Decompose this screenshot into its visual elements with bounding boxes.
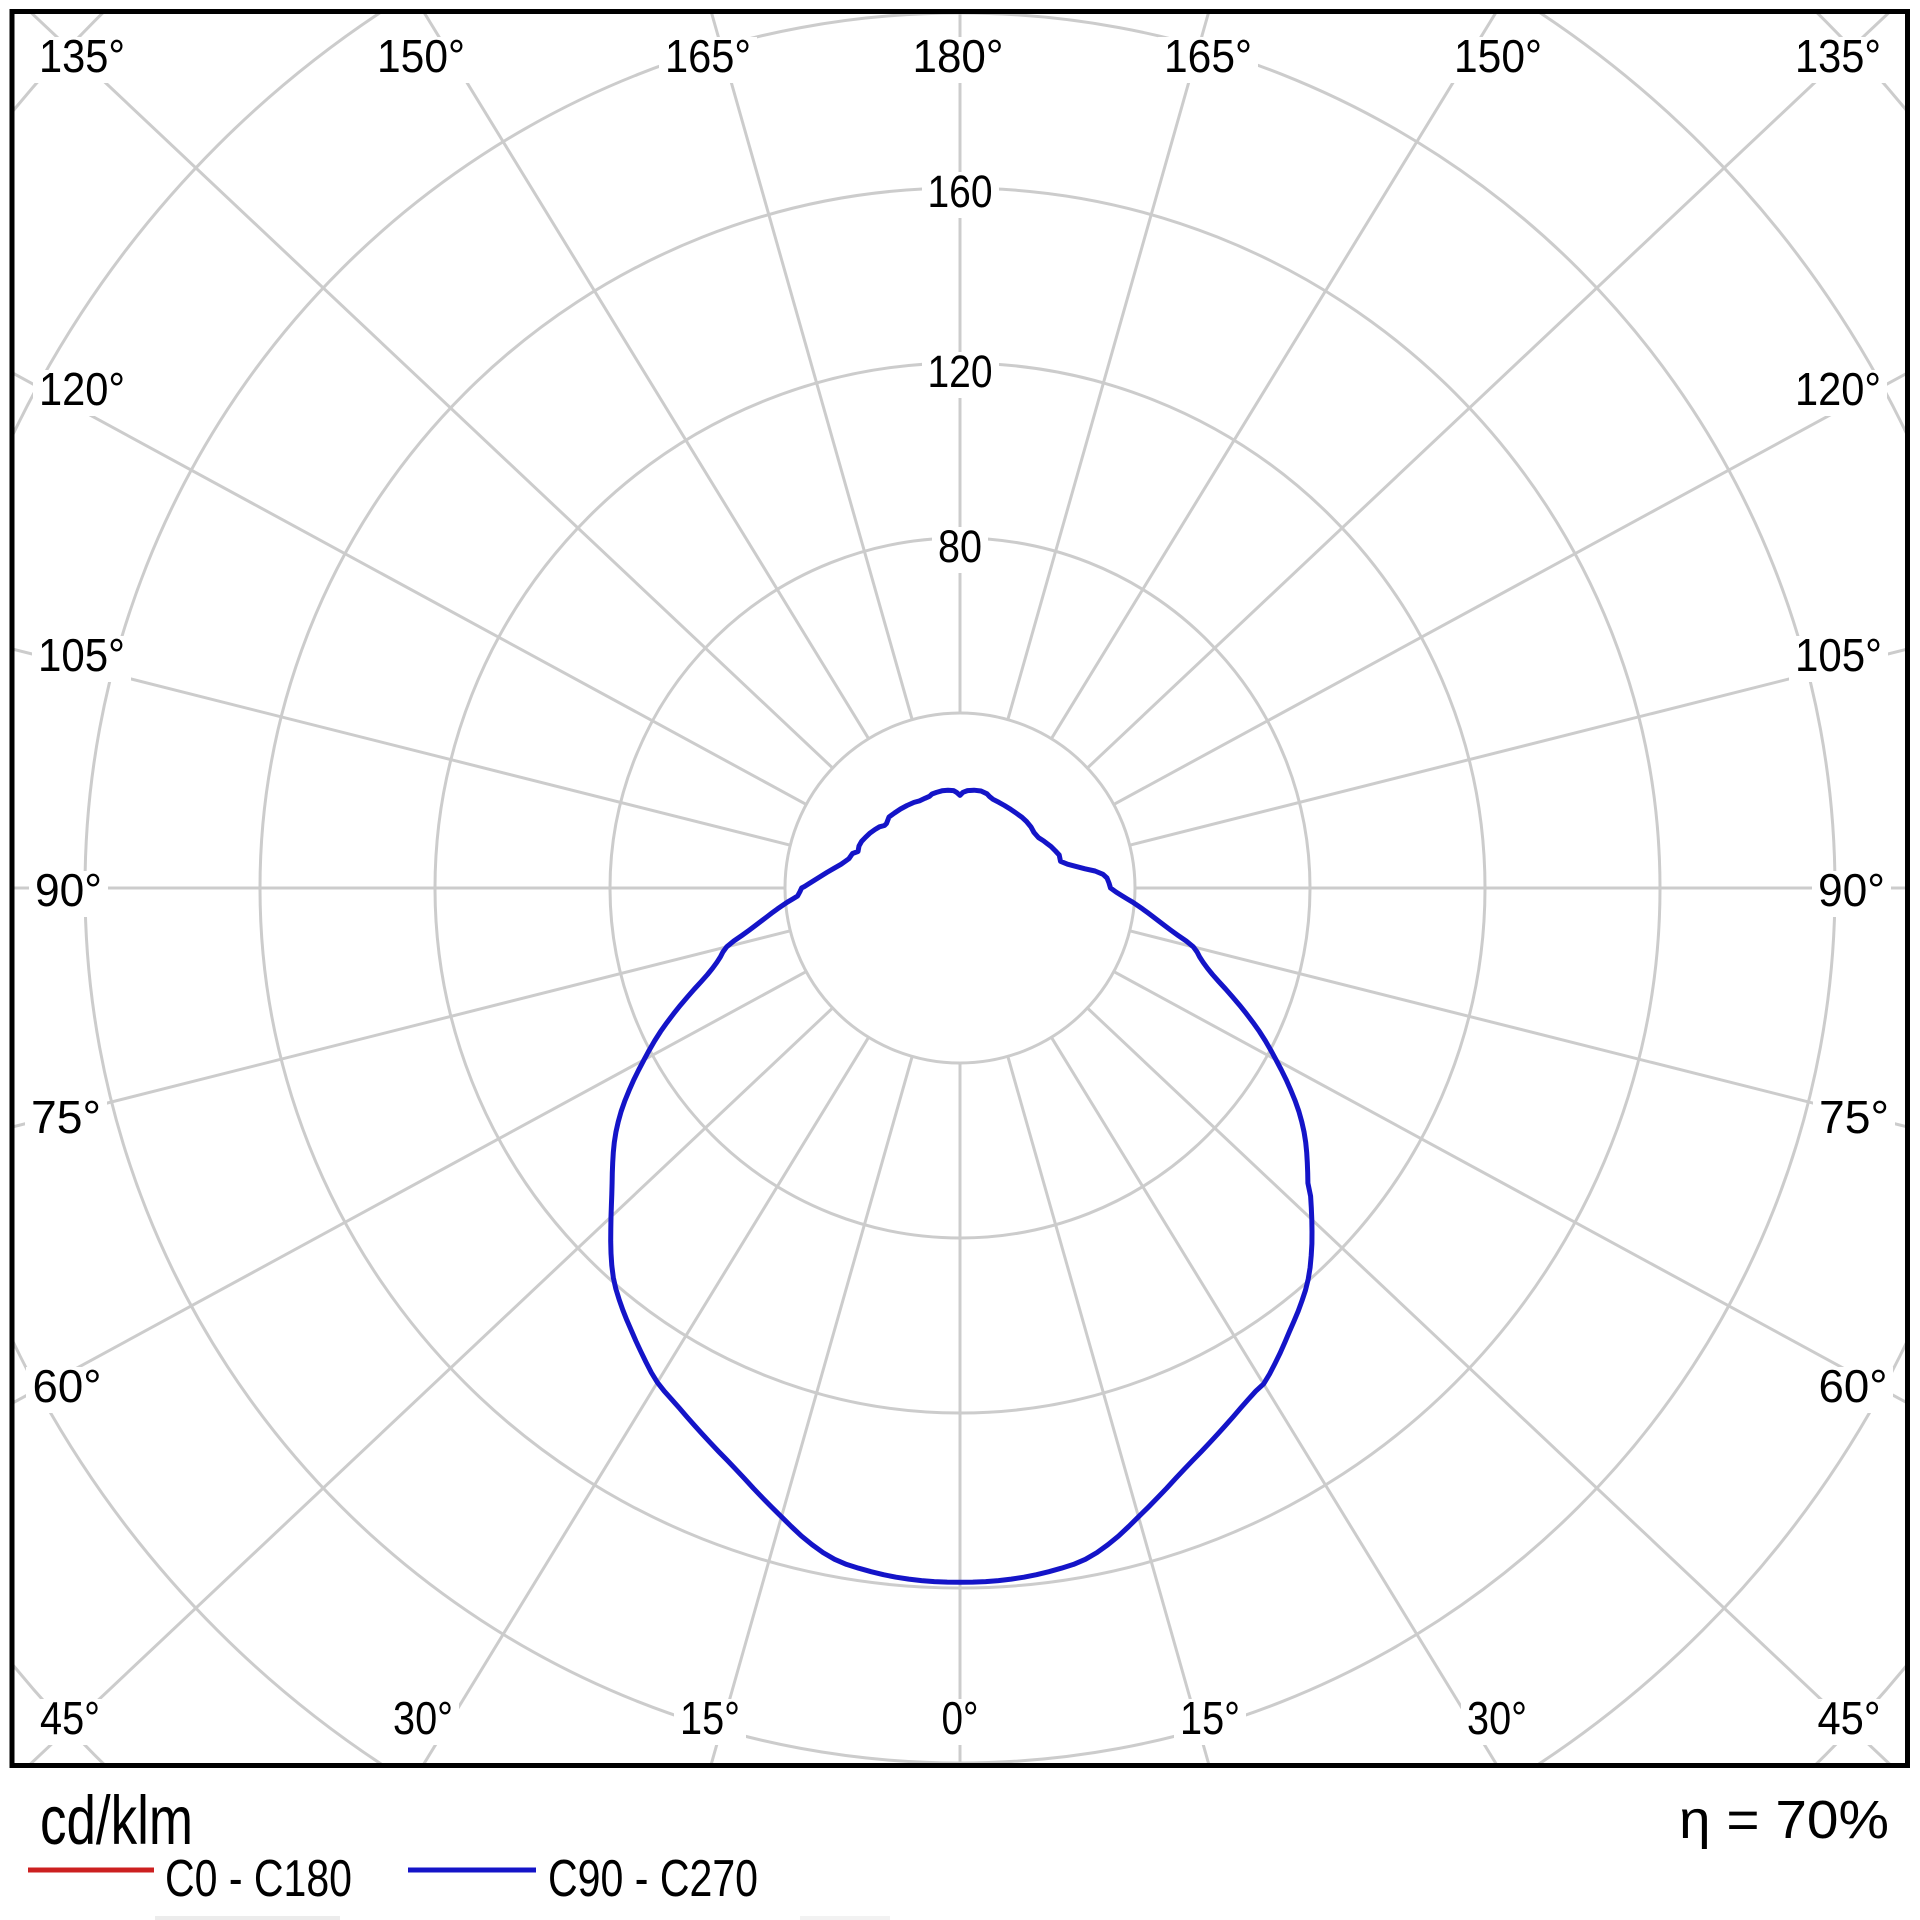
svg-text:105°: 105° [38,629,125,681]
svg-text:80: 80 [938,521,982,572]
svg-text:105°: 105° [1795,629,1882,681]
svg-text:η = 70%: η = 70% [1679,1790,1889,1850]
svg-text:135°: 135° [1795,30,1881,82]
svg-text:180°: 180° [913,30,1004,82]
svg-text:120: 120 [928,346,993,397]
svg-text:135°: 135° [39,30,125,82]
svg-text:15°: 15° [680,1692,740,1744]
svg-text:C90 - C270: C90 - C270 [548,1850,758,1908]
svg-text:30°: 30° [393,1692,453,1744]
svg-text:30°: 30° [1467,1692,1527,1744]
svg-text:cd/klm: cd/klm [40,1782,193,1859]
svg-text:90°: 90° [1818,864,1885,916]
svg-text:60°: 60° [33,1360,102,1412]
svg-text:165°: 165° [665,30,751,82]
svg-text:90°: 90° [35,864,102,916]
svg-text:45°: 45° [40,1692,100,1744]
svg-text:165°: 165° [1164,30,1252,82]
svg-text:75°: 75° [31,1091,101,1143]
svg-text:60°: 60° [1819,1360,1888,1412]
svg-text:45°: 45° [1818,1692,1881,1744]
svg-text:15°: 15° [1180,1692,1240,1744]
svg-text:150°: 150° [1454,30,1542,82]
svg-text:150°: 150° [377,30,465,82]
svg-text:160: 160 [928,166,993,217]
svg-text:75°: 75° [1819,1091,1889,1143]
svg-text:120°: 120° [39,363,125,415]
svg-text:120°: 120° [1795,363,1881,415]
svg-text:C0 - C180: C0 - C180 [165,1850,352,1908]
svg-text:0°: 0° [942,1692,979,1744]
